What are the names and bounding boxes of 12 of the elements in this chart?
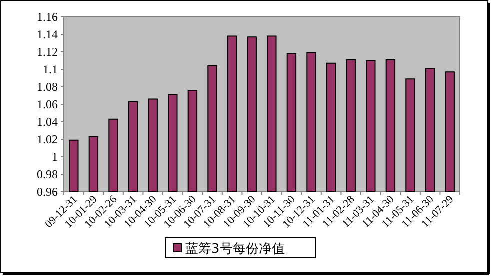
y-tick-label: 0.96 (37, 185, 58, 199)
y-tick-label: 1.14 (37, 28, 58, 42)
y-tick-label: 1.16 (37, 10, 58, 24)
y-tick-label: 1.12 (37, 45, 58, 59)
y-tick-label: 1.1 (43, 62, 58, 76)
y-tick-label: 1.06 (37, 98, 58, 112)
legend-label: 蓝筹3号每份净值 (186, 242, 285, 257)
y-tick-label: 1.08 (37, 80, 58, 94)
y-tick-label: 0.98 (37, 168, 58, 182)
y-tick-label: 1 (52, 150, 58, 164)
y-tick-label: 1.04 (37, 115, 58, 129)
y-tick-label: 1.02 (37, 132, 58, 146)
